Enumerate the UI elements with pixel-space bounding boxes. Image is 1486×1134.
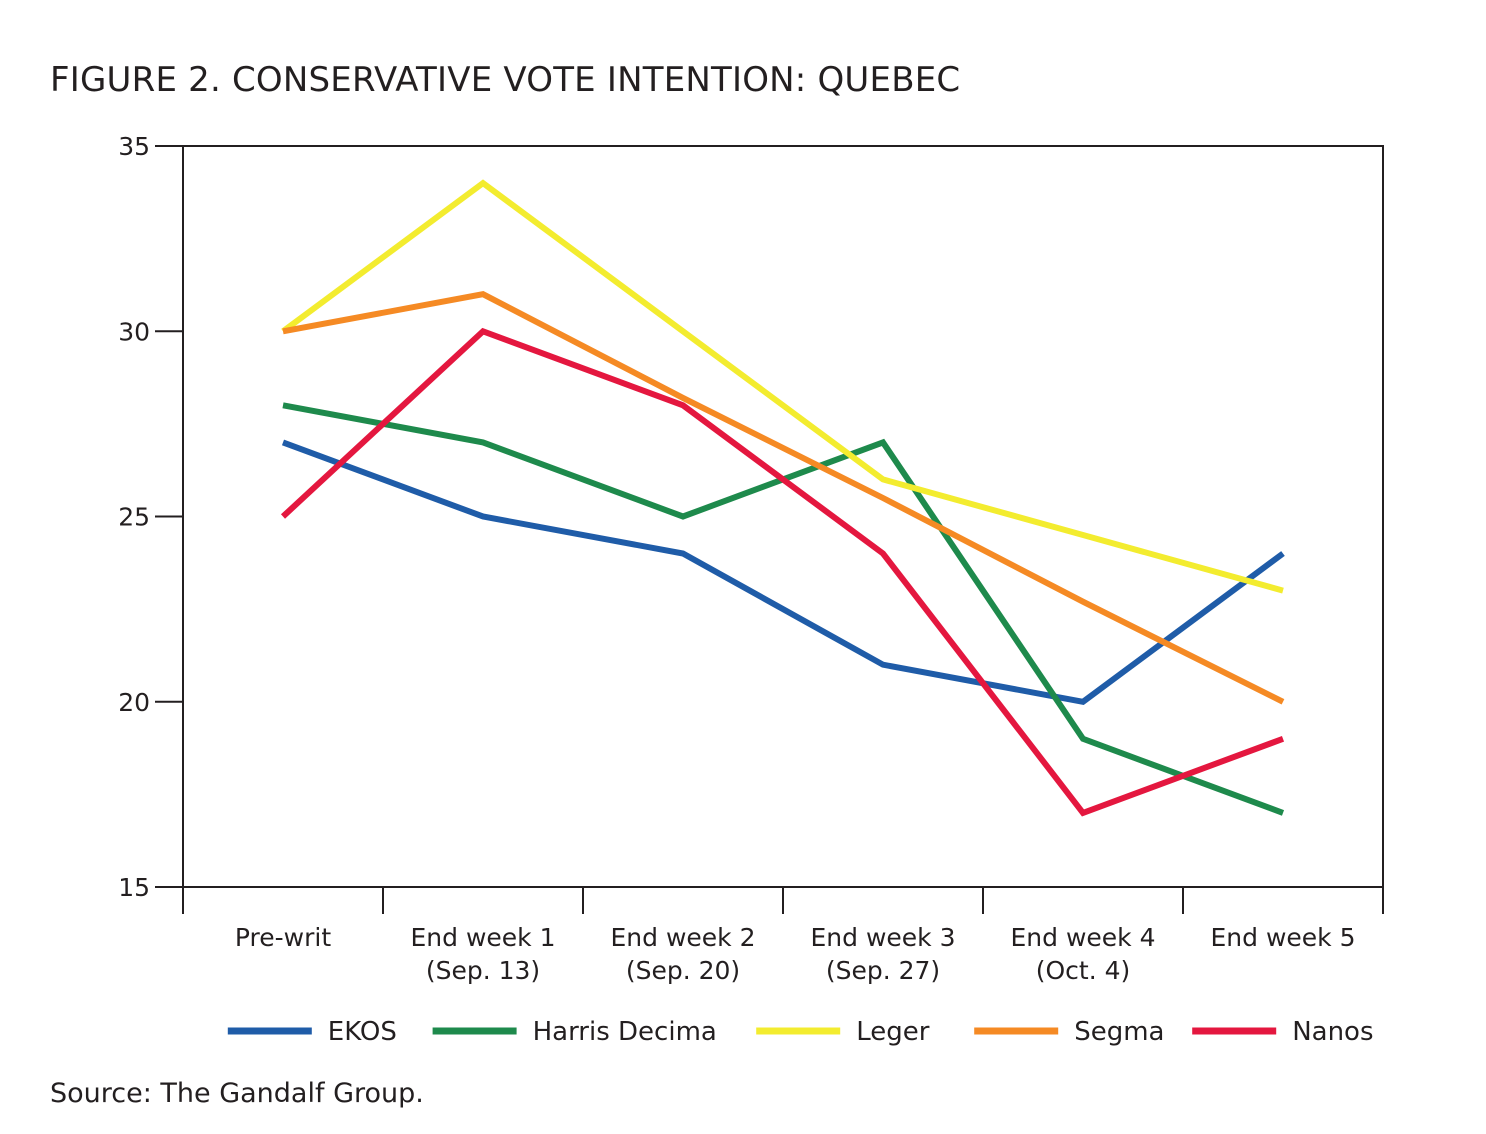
x-axis: Pre-writ End week 1 (Sep. 13) End week 2 (Se… — [182, 887, 1384, 985]
x-tick-label-line: (Oct. 4) — [1036, 956, 1131, 985]
x-tick-label-line: (Sep. 13) — [426, 956, 540, 985]
legend: EKOS Harris Decima Leger Segma Nanos — [227, 1017, 1374, 1047]
x-tick-label-line: (Sep. 27) — [826, 956, 940, 985]
chart-title: FIGURE 2. CONSERVATIVE VOTE INTENTION: Q… — [50, 60, 961, 100]
x-tick-label-line: End week 3 — [811, 923, 956, 952]
y-axis: 15 20 25 30 35 — [118, 132, 183, 902]
series-line-nanos — [280, 327, 1285, 817]
y-tick-label: 15 — [118, 873, 150, 902]
x-tick-label: End week 4 (Oct. 4) — [1011, 923, 1156, 985]
legend-label-ekos: EKOS — [328, 1017, 397, 1047]
x-tick-label-line: End week 4 — [1011, 923, 1156, 952]
series-line-leger — [281, 179, 1284, 594]
series-line-ekos — [281, 439, 1285, 705]
series-lines — [280, 179, 1285, 817]
legend-label-harris-decima: Harris Decima — [533, 1017, 717, 1047]
legend-label-nanos: Nanos — [1292, 1017, 1373, 1047]
x-tick-label-line: End week 5 — [1211, 923, 1356, 952]
x-tick-label-line: End week 2 — [611, 923, 756, 952]
x-tick-label: End week 3 (Sep. 27) — [811, 923, 956, 985]
y-tick-label: 30 — [118, 317, 150, 346]
plot-border — [182, 145, 1384, 888]
legend-label-leger: Leger — [856, 1017, 930, 1047]
x-tick-label: End week 5 — [1211, 923, 1356, 952]
plot-frame — [182, 145, 1384, 888]
series-line-segma — [282, 291, 1285, 705]
x-tick-label-line: End week 1 — [411, 923, 556, 952]
legend-label-segma: Segma — [1074, 1017, 1164, 1047]
x-tick-label: End week 2 (Sep. 20) — [611, 923, 756, 985]
source-note: Source: The Gandalf Group. — [50, 1078, 424, 1109]
x-tick-label: Pre-writ — [235, 923, 331, 952]
y-tick-label: 20 — [118, 688, 150, 717]
x-tick-label-line: Pre-writ — [235, 923, 331, 952]
x-tick-label: End week 1 (Sep. 13) — [411, 923, 556, 985]
y-tick-label: 35 — [118, 132, 150, 161]
y-tick-label: 25 — [118, 503, 150, 532]
x-tick-label-line: (Sep. 20) — [626, 956, 740, 985]
